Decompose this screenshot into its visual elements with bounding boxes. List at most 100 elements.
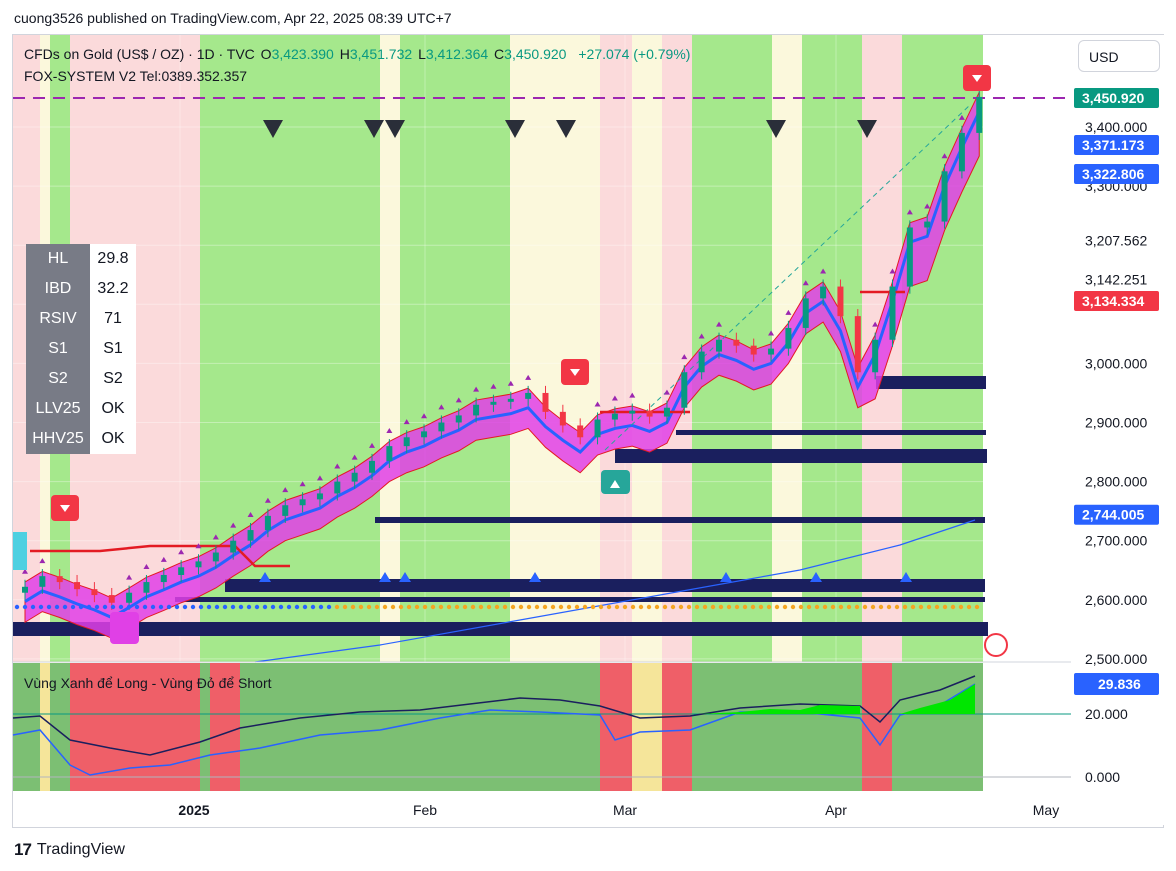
candle-body — [212, 552, 219, 562]
signal-dot — [950, 604, 956, 610]
candle-body — [230, 540, 237, 553]
y-tick-label: 3,400.000 — [1085, 119, 1147, 135]
signal-dot — [206, 604, 212, 610]
signal-dot — [398, 604, 404, 610]
stats-row: HHV25 OK — [26, 424, 136, 454]
sell-flag-glyph — [60, 505, 70, 512]
signal-dot — [798, 604, 804, 610]
zone-band — [380, 35, 400, 662]
signal-dot — [686, 604, 692, 610]
signal-dot — [86, 604, 92, 610]
y-tick-label: 2,700.000 — [1085, 533, 1147, 549]
signal-dot — [382, 604, 388, 610]
signal-dot — [238, 604, 244, 610]
oscillator-zone — [692, 663, 862, 791]
price-label-text: 3,371.173 — [1082, 137, 1144, 153]
signal-dot — [670, 604, 676, 610]
buy-dot-marker — [178, 549, 185, 555]
signal-dot — [358, 604, 364, 610]
y-tick-label: 2,900.000 — [1085, 415, 1147, 431]
oscillator-zone — [40, 663, 50, 791]
signal-dot — [630, 604, 636, 610]
signal-dot — [622, 604, 628, 610]
buy-dot-marker — [716, 321, 722, 327]
x-tick-label: 2025 — [178, 802, 209, 818]
candle-body — [716, 339, 722, 352]
symbol-title[interactable]: CFDs on Gold (US$ / OZ) · 1D · TVC — [24, 46, 255, 62]
candle-body — [941, 171, 948, 222]
candle-body — [768, 348, 775, 355]
signal-dot — [822, 604, 828, 610]
currency-button[interactable]: USD — [1078, 40, 1160, 72]
signal-dot — [966, 604, 972, 610]
stats-value: S2 — [90, 364, 136, 394]
signal-block — [13, 532, 27, 570]
buy-dot-marker — [334, 463, 341, 469]
signal-dot — [462, 604, 468, 610]
sell-arrow-marker — [364, 120, 384, 138]
stats-row: IBD 32.2 — [26, 274, 136, 304]
signal-dot — [870, 604, 876, 610]
signal-dot — [590, 604, 596, 610]
buy-dot-marker — [906, 209, 913, 215]
sell-arrow-marker — [857, 120, 877, 138]
signal-dot — [94, 604, 100, 610]
signal-dot — [654, 604, 660, 610]
zone-band — [600, 35, 632, 662]
signal-dot — [758, 604, 764, 610]
signal-dot — [310, 604, 316, 610]
signal-dot — [550, 604, 556, 610]
stats-row: S2 S2 — [26, 364, 136, 394]
support-zone-bar — [225, 579, 985, 592]
signal-dot — [518, 604, 524, 610]
candle-body — [264, 515, 271, 531]
signal-dot — [846, 604, 852, 610]
sell-arrow-marker — [556, 120, 576, 138]
candle-body — [698, 351, 705, 373]
signal-dot — [862, 604, 868, 610]
stats-row: S1 S1 — [26, 334, 136, 364]
signal-dot — [318, 604, 324, 610]
price-label-tag — [1074, 88, 1159, 108]
oscillator-zone — [600, 663, 632, 791]
candle-body — [559, 411, 566, 426]
candle-body — [837, 286, 844, 317]
candle-body — [39, 576, 46, 587]
signal-dot — [838, 604, 844, 610]
signal-dot — [662, 604, 668, 610]
support-zone-bar — [676, 430, 986, 435]
buy-dot-marker — [681, 354, 688, 360]
signal-dot — [534, 604, 540, 610]
signal-dot — [774, 604, 780, 610]
buy-triangle-marker — [379, 572, 391, 582]
signal-dot — [342, 604, 348, 610]
buy-triangle-marker — [399, 572, 411, 582]
buy-dot-marker — [768, 330, 775, 336]
candle-body — [91, 589, 98, 596]
x-tick-label: Apr — [825, 802, 847, 818]
signal-dot — [214, 604, 220, 610]
tradingview-logo[interactable]: 17 TradingView — [14, 840, 125, 860]
signal-dot — [102, 604, 108, 610]
buy-dot-marker — [316, 475, 323, 481]
buy-dot-marker — [39, 558, 46, 564]
y-tick-label: 3,207.562 — [1085, 233, 1147, 249]
signal-dot — [582, 604, 588, 610]
candle-body — [681, 372, 688, 408]
buy-dot-marker — [698, 333, 705, 339]
indicator-name[interactable]: FOX-SYSTEM V2 Tel:0389.352.357 — [24, 68, 248, 84]
stats-key: S2 — [26, 364, 90, 394]
signal-dot — [878, 604, 884, 610]
support-zone-bar — [175, 597, 985, 602]
candle-body — [351, 472, 358, 482]
stats-value: OK — [90, 424, 136, 454]
signal-dot — [198, 604, 204, 610]
signal-dot — [646, 604, 652, 610]
high-value: 3,451.732 — [349, 46, 413, 62]
buy-dot-marker — [282, 487, 289, 493]
signal-dot — [190, 604, 196, 610]
osc-value-text: 29.836 — [1098, 676, 1141, 692]
x-tick-label: Feb — [413, 802, 437, 818]
zone-band — [510, 35, 600, 662]
